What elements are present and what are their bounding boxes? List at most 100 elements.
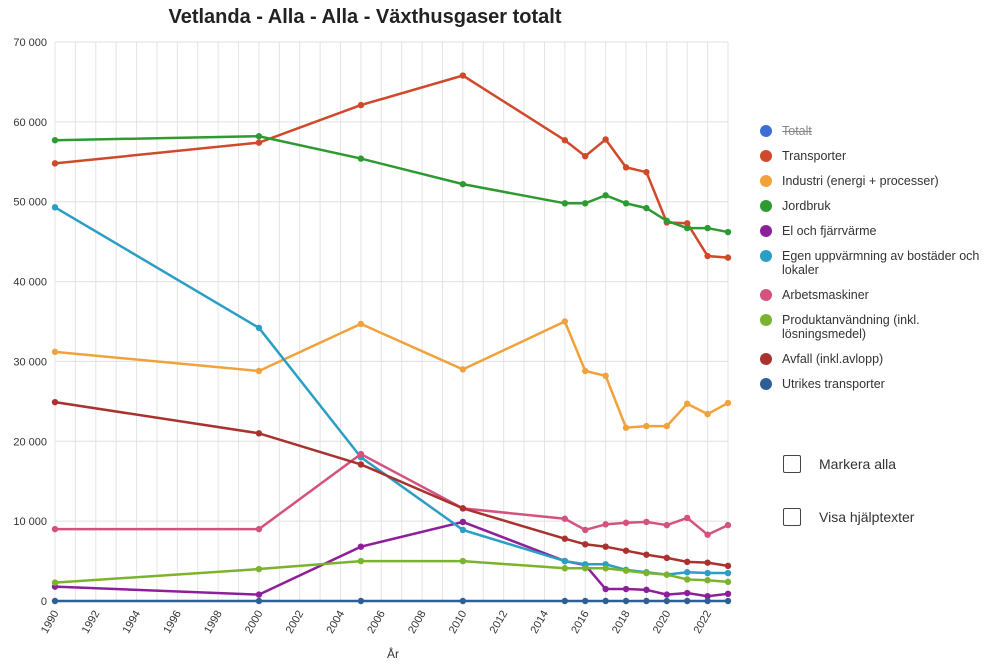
data-point[interactable] [724,521,732,529]
data-point[interactable] [561,318,569,325]
legend-item[interactable]: Utrikes transporter [760,377,995,391]
legend-item[interactable]: Avfall (inkl.avlopp) [760,352,995,366]
data-point[interactable] [582,152,589,160]
data-point[interactable] [582,367,589,375]
data-point[interactable] [622,200,630,207]
data-point[interactable] [255,525,263,533]
data-point[interactable] [561,535,569,542]
data-point[interactable] [622,164,630,171]
data-point[interactable] [663,591,671,598]
data-point[interactable] [459,366,467,373]
data-point[interactable] [582,200,589,207]
data-point[interactable] [255,367,263,375]
data-point[interactable] [643,204,650,212]
data-point[interactable] [643,551,650,558]
data-point[interactable] [704,531,711,538]
data-point[interactable] [357,450,365,458]
data-point[interactable] [561,515,569,522]
data-point[interactable] [704,593,711,600]
data-point[interactable] [582,541,589,548]
data-point[interactable] [602,521,609,528]
data-point[interactable] [357,320,365,328]
data-point[interactable] [663,422,671,430]
data-point[interactable] [622,424,630,431]
data-point[interactable] [724,569,732,577]
data-point[interactable] [357,461,365,468]
data-point[interactable] [561,200,569,207]
data-point[interactable] [51,204,59,211]
data-point[interactable] [663,554,671,562]
data-point[interactable] [357,597,365,605]
data-point[interactable] [663,597,671,605]
data-point[interactable] [51,348,59,356]
data-point[interactable] [561,565,569,572]
data-point[interactable] [582,597,589,605]
data-point[interactable] [684,224,691,232]
legend-item[interactable]: Industri (energi + processer) [760,174,995,188]
data-point[interactable] [704,559,711,566]
data-point[interactable] [561,597,569,605]
data-point[interactable] [51,137,59,144]
legend-item[interactable]: Jordbruk [760,199,995,213]
select-all-checkbox[interactable]: Markera alla [783,455,896,473]
data-point[interactable] [622,597,630,605]
data-point[interactable] [684,569,691,576]
data-point[interactable] [643,422,650,430]
checkbox-box[interactable] [783,455,801,473]
data-point[interactable] [684,514,691,522]
legend-item[interactable]: Totalt [760,124,995,138]
data-point[interactable] [622,585,630,593]
data-point[interactable] [704,224,711,232]
data-point[interactable] [602,585,609,593]
data-point[interactable] [704,252,711,260]
checkbox-box[interactable] [783,508,801,526]
data-point[interactable] [51,579,59,586]
data-point[interactable] [602,372,609,380]
data-point[interactable] [459,557,467,565]
data-point[interactable] [459,180,467,188]
legend-item[interactable]: Egen uppvärmning av bostäder och lokaler [760,249,995,277]
data-point[interactable] [582,565,589,572]
data-point[interactable] [622,547,630,554]
legend-item[interactable]: Produktanvändning (inkl. lösningsmedel) [760,313,995,341]
data-point[interactable] [255,430,263,437]
data-point[interactable] [622,567,630,574]
data-point[interactable] [684,558,691,566]
data-point[interactable] [724,597,732,605]
data-point[interactable] [643,586,650,594]
data-point[interactable] [459,518,467,526]
data-point[interactable] [643,597,650,605]
data-point[interactable] [459,72,467,79]
data-point[interactable] [51,398,59,406]
data-point[interactable] [724,228,732,236]
data-point[interactable] [255,324,263,332]
data-point[interactable] [724,590,732,598]
data-point[interactable] [561,137,569,144]
data-point[interactable] [602,597,609,605]
show-help-checkbox[interactable]: Visa hjälptexter [783,508,914,526]
legend-item[interactable]: Transporter [760,149,995,163]
data-point[interactable] [255,565,263,573]
data-point[interactable] [255,139,263,146]
data-point[interactable] [602,136,609,143]
data-point[interactable] [357,101,365,109]
data-point[interactable] [602,543,609,550]
data-point[interactable] [663,571,671,578]
data-point[interactable] [357,557,365,565]
data-point[interactable] [357,543,365,550]
data-point[interactable] [255,591,263,598]
data-point[interactable] [602,192,609,199]
data-point[interactable] [643,518,650,526]
data-point[interactable] [51,525,59,533]
data-point[interactable] [255,133,263,140]
data-point[interactable] [704,569,711,577]
data-point[interactable] [255,597,263,605]
legend-item[interactable]: El och fjärrvärme [760,224,995,238]
data-point[interactable] [51,597,59,605]
data-point[interactable] [684,589,691,597]
data-point[interactable] [459,505,467,512]
data-point[interactable] [684,220,691,227]
data-point[interactable] [582,526,589,534]
data-point[interactable] [684,576,691,583]
data-point[interactable] [459,526,467,534]
